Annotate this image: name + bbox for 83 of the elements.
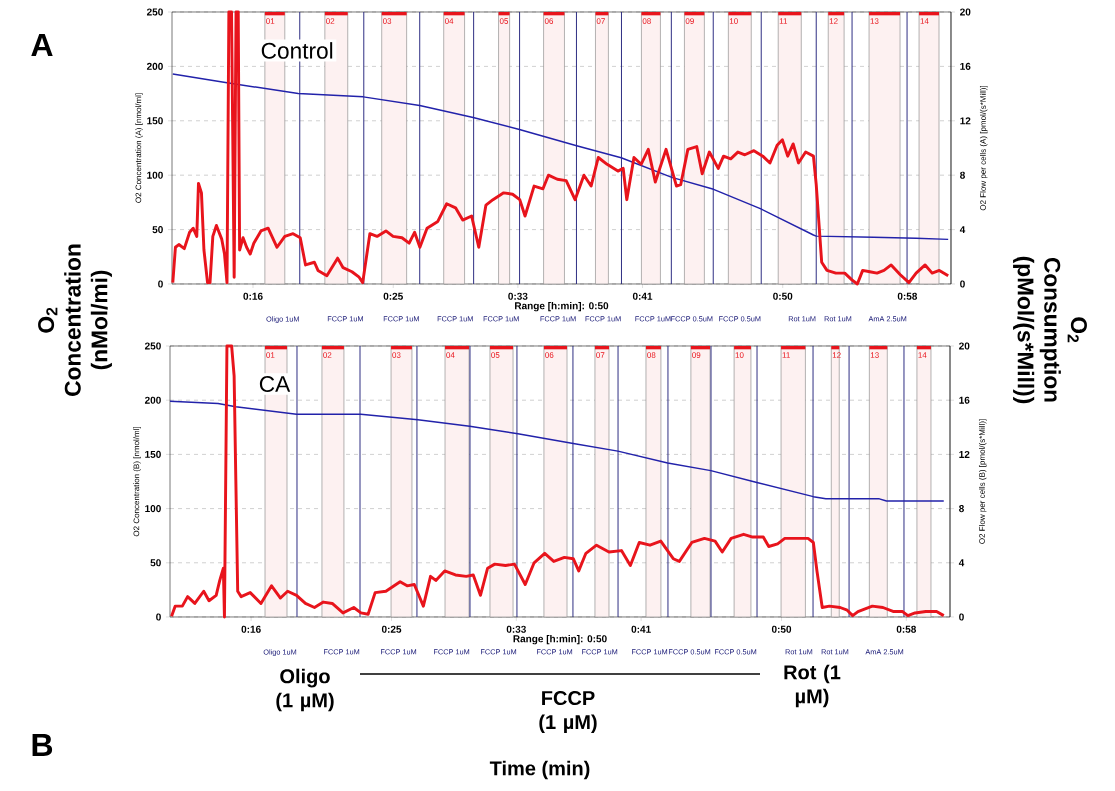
y2-tick-label: 0 — [959, 613, 964, 621]
band-label: 07 — [596, 18, 605, 24]
band-label: 05 — [499, 18, 509, 24]
x-tick-label: 0:16 — [241, 625, 261, 633]
band-label: 10 — [729, 18, 738, 24]
y-tick-label: 200 — [146, 62, 163, 70]
y2-tick-label: 12 — [960, 117, 971, 125]
x-tick-label: 0:33 — [508, 292, 528, 300]
y2-tick-label: 8 — [960, 171, 965, 179]
y-tick-label: 200 — [144, 396, 161, 404]
y-tick-label: 0 — [158, 280, 163, 288]
y2-tick-label: 20 — [960, 8, 971, 16]
band-label: 04 — [446, 352, 455, 358]
y2-tick-label: 8 — [959, 505, 964, 513]
y2-tick-label: 20 — [959, 342, 970, 350]
line-series — [171, 10, 950, 286]
band-label: 01 — [266, 352, 275, 358]
x-tick-label: 0:33 — [506, 625, 526, 633]
band-label: 01 — [266, 18, 275, 24]
y-tick-label: 150 — [145, 450, 161, 458]
band-label: 07 — [596, 352, 605, 358]
text: Oligo (1 µM) — [276, 668, 334, 712]
y2-tick-label: 4 — [958, 559, 965, 567]
x-tick-label: 0:16 — [243, 292, 263, 300]
text: Time (min) — [489, 760, 590, 780]
y-tick-label: 150 — [147, 117, 163, 125]
band-label: 02 — [326, 18, 335, 24]
y-tick-label: 250 — [144, 342, 161, 350]
y2-tick-label: 4 — [959, 226, 966, 234]
text: B — [32, 733, 53, 756]
y-tick-label: 50 — [152, 226, 163, 234]
text: O$_{2}$ Consumption (pMol/(s*Mill)) — [1013, 256, 1087, 404]
band-label: 12 — [832, 352, 841, 358]
band-label: 13 — [870, 18, 879, 24]
band-label: 06 — [544, 18, 554, 24]
y2-tick-label: 16 — [959, 396, 970, 404]
x-tick-label: 0:58 — [897, 292, 918, 300]
y-tick-label: 50 — [150, 559, 161, 567]
y-tick-label: 250 — [146, 8, 163, 16]
y-tick-label: 0 — [156, 613, 161, 621]
text: O$_{2}$ Concentration (nMol/mi) — [38, 244, 112, 396]
y-axis-title: O2 Concentration (B) [nmol/ml] — [133, 426, 141, 537]
y2-tick-label: 12 — [959, 450, 970, 458]
y-tick-label: 100 — [145, 505, 161, 513]
text: CA — [259, 376, 291, 393]
x-tick-label: 0:58 — [896, 625, 917, 633]
y-axis-title: O2 Concentration (A) [nmol/ml] — [135, 93, 143, 203]
text: FCCP (1 µM) — [539, 690, 597, 734]
x-tick-label: 0:50 — [771, 625, 792, 633]
band-label: 09 — [685, 18, 694, 24]
band-label: 03 — [382, 18, 392, 24]
y2-tick-label: 0 — [960, 280, 965, 288]
band-label: 06 — [545, 352, 554, 358]
x-tick-label: 0:41 — [632, 292, 653, 300]
band-label: 05 — [491, 352, 500, 358]
y2-axis-title: O2 Flow per cells (A) [pmol/(s*Mill)] — [979, 85, 988, 211]
band-label: 10 — [735, 352, 744, 358]
band-label: 13 — [870, 352, 879, 358]
x-tick-label: 0:41 — [631, 625, 651, 633]
text: Rot (1 µM) — [784, 664, 841, 708]
band-label: 11 — [782, 352, 790, 358]
band-label: 02 — [323, 352, 332, 358]
band-label: 03 — [392, 352, 401, 358]
band-label: 08 — [642, 18, 651, 24]
x-axis-title: Range [h:min]: 0:50 — [515, 301, 609, 312]
x-tick-label: 0:25 — [381, 625, 402, 633]
line-series — [169, 400, 945, 502]
band-label: 12 — [829, 18, 838, 24]
band-label: 08 — [647, 352, 656, 358]
y-tick-label: 100 — [147, 171, 163, 179]
line-series — [172, 73, 949, 241]
band-label: 04 — [444, 18, 454, 24]
text: A — [31, 33, 53, 56]
x-tick-label: 0:50 — [773, 292, 793, 300]
band-label: 11 — [779, 18, 788, 24]
x-axis-title: Range [h:min]: 0:50 — [513, 634, 607, 645]
band-label: 09 — [692, 352, 701, 358]
band-label: 14 — [918, 352, 927, 358]
y2-tick-label: 16 — [960, 62, 971, 70]
band-label: 14 — [920, 18, 929, 24]
x-tick-label: 0:25 — [383, 292, 403, 300]
y2-axis-title: O2 Flow per cells (B) [pmol/(s*Mill)] — [978, 419, 987, 544]
text: Control — [261, 42, 333, 59]
